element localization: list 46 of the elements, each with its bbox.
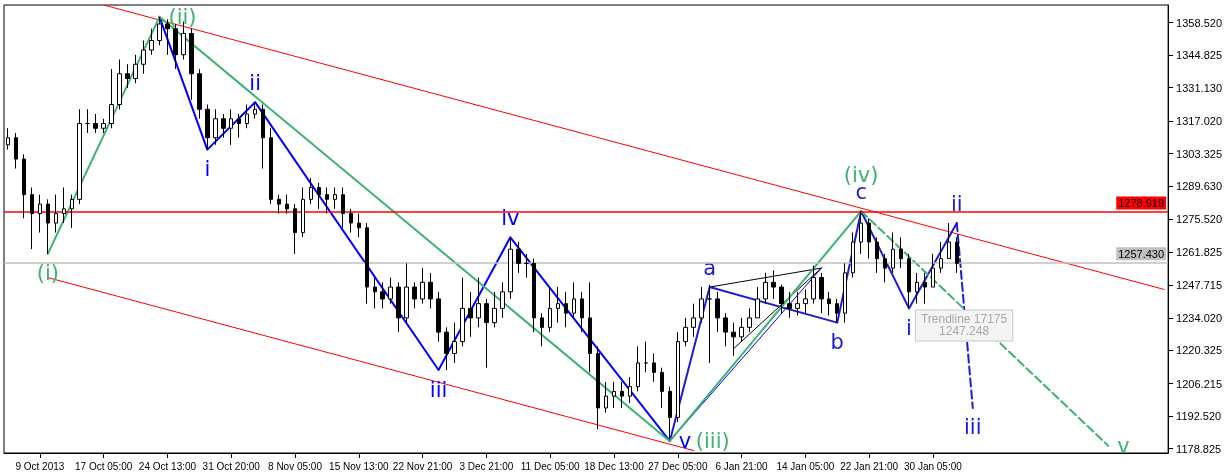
annotation: Trendline 17175 1247.248 xyxy=(920,312,1008,339)
x-tick-label: 6 Jan 21:00 xyxy=(715,460,769,472)
data-label: b xyxy=(830,330,844,355)
y-tick-label: 1289.630 xyxy=(1176,180,1223,193)
data-label: a xyxy=(703,255,717,280)
y-tick-label: 1358.520 xyxy=(1176,16,1223,29)
data-label: iv xyxy=(501,205,520,230)
ref-line-label: 1278.919 xyxy=(1118,196,1165,209)
data-label: ii xyxy=(950,191,963,216)
data-label: v xyxy=(1117,433,1130,458)
data-label: v xyxy=(678,429,692,454)
y-tick-label: 1303.325 xyxy=(1176,147,1223,160)
x-tick-label: 15 Nov 13:00 xyxy=(329,460,389,472)
x-tick-label: 14 Jan 05:00 xyxy=(776,460,835,472)
x-tick-label: 22 Jan 21:00 xyxy=(840,460,899,472)
x-tick-label: 9 Oct 2013 xyxy=(15,460,65,472)
y-tick-label: 1247.715 xyxy=(1176,279,1223,292)
data-label: (ii) xyxy=(168,4,197,29)
y-tick-label: 1192.520 xyxy=(1176,410,1222,423)
data-label: iii xyxy=(429,377,448,402)
y-tick-label: 1344.825 xyxy=(1176,49,1223,62)
data-label: (i) xyxy=(36,261,59,286)
x-tick-label: 18 Dec 13:00 xyxy=(584,460,645,472)
x-tick-label: 30 Jan 05:00 xyxy=(903,460,963,472)
y-tick-label: 1178.825 xyxy=(1176,442,1222,455)
data-label: i xyxy=(906,315,912,340)
data-label: (iii) xyxy=(695,429,730,454)
x-tick-label: 24 Oct 13:00 xyxy=(138,460,197,472)
ref-line-label: 1257.430 xyxy=(1118,247,1165,260)
y-tick-label: 1206.215 xyxy=(1176,377,1223,390)
x-tick-label: 31 Oct 20:00 xyxy=(202,460,261,472)
data-label: ii xyxy=(249,70,261,95)
y-tick-label: 1275.520 xyxy=(1176,213,1223,226)
x-tick-label: 11 Dec 05:00 xyxy=(520,460,580,472)
y-tick-label: 1261.825 xyxy=(1176,245,1223,258)
data-label: iii xyxy=(964,415,982,440)
y-tick-label: 1234.020 xyxy=(1176,311,1223,324)
x-tick-label: 17 Oct 05:00 xyxy=(75,460,133,472)
x-tick-label: 3 Dec 21:00 xyxy=(459,460,514,472)
x-tick-label: 27 Dec 05:00 xyxy=(648,460,708,472)
x-tick-label: 8 Nov 05:00 xyxy=(268,460,323,472)
data-label: i xyxy=(204,157,211,182)
y-tick-label: 1220.325 xyxy=(1176,344,1223,357)
y-tick-label: 1331.130 xyxy=(1176,81,1223,94)
y-tick-label: 1317.020 xyxy=(1176,115,1223,128)
x-tick-label: 22 Nov 21:00 xyxy=(392,460,453,472)
